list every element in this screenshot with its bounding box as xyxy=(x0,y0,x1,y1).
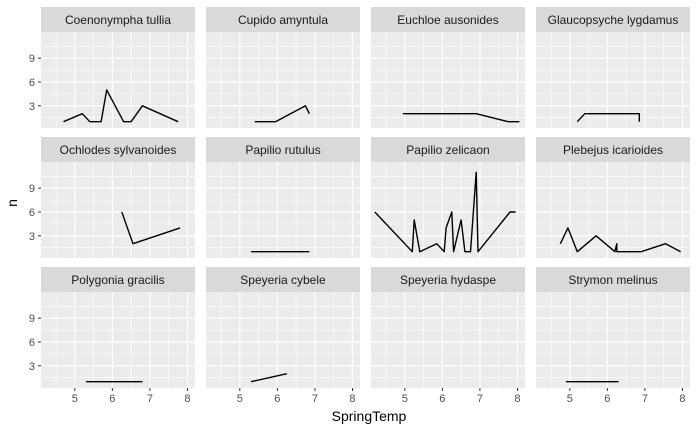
x-tick-label: 7 xyxy=(147,393,153,405)
facet-strip xyxy=(371,267,525,292)
facet-panel: Speyeria hydaspe 5 6 7 8 xyxy=(371,267,525,405)
facet-strip xyxy=(371,7,525,32)
x-tick-label: 5 xyxy=(567,393,573,405)
facet-title: Coenonympha tullia xyxy=(65,13,171,27)
x-tick-label: 8 xyxy=(679,393,685,405)
panel-background xyxy=(536,32,690,128)
panel-background xyxy=(371,32,525,128)
y-tick-label: 3 xyxy=(29,231,35,243)
y-tick-label: 3 xyxy=(29,361,35,373)
facet-panel: Euchloe ausonides xyxy=(371,7,525,128)
y-tick-label: 6 xyxy=(29,207,35,219)
panel-background xyxy=(206,162,360,258)
x-tick-label: 5 xyxy=(72,393,78,405)
y-tick-label: 9 xyxy=(29,313,35,325)
facet-panel: Polygonia gracilis 3 6 9 5 6 7 8 xyxy=(29,267,195,405)
series-line xyxy=(250,373,287,383)
panel-background xyxy=(371,292,525,388)
x-tick-label: 8 xyxy=(349,393,355,405)
x-tick-label: 6 xyxy=(604,393,610,405)
series-line xyxy=(576,112,640,123)
facet-panel: Papilio rutulus xyxy=(206,137,360,258)
facet-strip xyxy=(206,7,360,32)
facet-strip xyxy=(536,137,690,162)
panel-background xyxy=(371,162,525,258)
panel-background xyxy=(206,292,360,388)
panel-background xyxy=(206,32,360,128)
facet-strip xyxy=(41,7,195,32)
facet-strip xyxy=(206,267,360,292)
panel-background xyxy=(41,162,195,258)
series-line xyxy=(374,171,516,253)
facet-title: Papilio zelicaon xyxy=(406,143,489,157)
panel-background xyxy=(536,292,690,388)
facet-panels: Coenonympha tullia 3 6 9 Cupido amyntula Euch… xyxy=(29,7,690,405)
series-line xyxy=(254,105,310,123)
facet-strip xyxy=(536,7,690,32)
x-tick-label: 6 xyxy=(109,393,115,405)
facet-panel: Strymon melinus 5 6 7 8 xyxy=(536,267,690,405)
facet-panel: Glaucopsyche lygdamus xyxy=(536,7,690,128)
y-tick-label: 9 xyxy=(29,183,35,195)
facet-strip xyxy=(536,267,690,292)
y-tick-label: 6 xyxy=(29,77,35,89)
facet-strip xyxy=(371,137,525,162)
x-tick-label: 6 xyxy=(274,393,280,405)
facet-panel: Plebejus icarioides xyxy=(536,137,690,258)
facet-strip xyxy=(41,137,195,162)
facet-panel: Ochlodes sylvanoides 3 6 9 xyxy=(29,137,195,258)
series-line xyxy=(559,227,681,253)
facet-title: Euchloe ausonides xyxy=(397,13,498,27)
x-tick-label: 8 xyxy=(514,393,520,405)
series-line xyxy=(121,211,181,245)
series-line xyxy=(63,89,179,123)
facet-panel: Papilio zelicaon xyxy=(371,137,525,258)
facet-title: Strymon melinus xyxy=(568,273,657,287)
x-tick-label: 5 xyxy=(402,393,408,405)
facet-title: Papilio rutulus xyxy=(245,143,320,157)
y-axis-label: n xyxy=(4,199,20,207)
facet-title: Ochlodes sylvanoides xyxy=(60,143,177,157)
panel-background xyxy=(41,292,195,388)
x-tick-label: 7 xyxy=(312,393,318,405)
facet-strip xyxy=(206,137,360,162)
x-axis-label: SpringTemp xyxy=(332,408,407,424)
y-tick-label: 6 xyxy=(29,337,35,349)
y-tick-label: 9 xyxy=(29,53,35,65)
facet-title: Speyeria cybele xyxy=(240,273,326,287)
x-tick-label: 8 xyxy=(184,393,190,405)
facet-strip xyxy=(41,267,195,292)
x-tick-label: 5 xyxy=(237,393,243,405)
facet-title: Speyeria hydaspe xyxy=(400,273,496,287)
x-tick-label: 7 xyxy=(477,393,483,405)
facet-panel: Coenonympha tullia 3 6 9 xyxy=(29,7,195,128)
facet-title: Polygonia gracilis xyxy=(71,273,164,287)
x-tick-label: 6 xyxy=(439,393,445,405)
facet-title: Plebejus icarioides xyxy=(563,143,663,157)
x-tick-label: 7 xyxy=(642,393,648,405)
series-line xyxy=(402,112,520,123)
facet-title: Cupido amyntula xyxy=(238,13,328,27)
facet-title: Glaucopsyche lygdamus xyxy=(548,13,679,27)
facet-panel: Cupido amyntula xyxy=(206,7,360,128)
facet-panel: Speyeria cybele 5 6 7 8 xyxy=(206,267,360,405)
y-tick-label: 3 xyxy=(29,101,35,113)
